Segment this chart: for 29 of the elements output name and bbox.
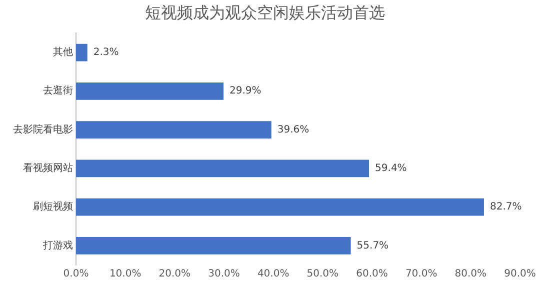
x-tick-label: 10.0% bbox=[109, 268, 142, 280]
data-label: 29.9% bbox=[230, 86, 262, 97]
bar bbox=[76, 121, 272, 138]
bar bbox=[76, 82, 224, 100]
y-tick-label: 去影院看电影 bbox=[13, 123, 73, 136]
y-tick-label: 打游戏 bbox=[42, 239, 73, 252]
y-tick-label: 看视频网站 bbox=[23, 162, 73, 174]
bar bbox=[76, 160, 370, 178]
bar bbox=[76, 44, 88, 62]
bar bbox=[76, 198, 484, 216]
x-tick-label: 70.0% bbox=[405, 268, 438, 280]
y-tick-label: 其他 bbox=[53, 46, 73, 58]
chart-title: 短视频成为观众空闲娱乐活动首选 bbox=[145, 2, 385, 22]
x-tick-label: 20.0% bbox=[158, 268, 191, 280]
data-label: 2.3% bbox=[93, 47, 119, 58]
x-tick-label: 30.0% bbox=[208, 268, 240, 280]
x-tick-label: 0.0% bbox=[63, 268, 89, 280]
x-tick-label: 40.0% bbox=[257, 268, 290, 280]
data-label: 59.4% bbox=[375, 163, 407, 174]
x-tick-label: 60.0% bbox=[356, 268, 388, 280]
y-tick-label: 刷短视频 bbox=[33, 200, 73, 213]
y-tick-label: 去逛街 bbox=[43, 84, 73, 97]
x-tick-label: 90.0% bbox=[504, 268, 536, 280]
x-tick-label: 50.0% bbox=[306, 268, 339, 280]
x-tick-label: 80.0% bbox=[454, 268, 487, 280]
data-label: 55.7% bbox=[356, 240, 389, 252]
bar bbox=[76, 236, 351, 254]
data-label: 39.6% bbox=[277, 124, 310, 136]
data-label: 82.7% bbox=[490, 202, 522, 213]
